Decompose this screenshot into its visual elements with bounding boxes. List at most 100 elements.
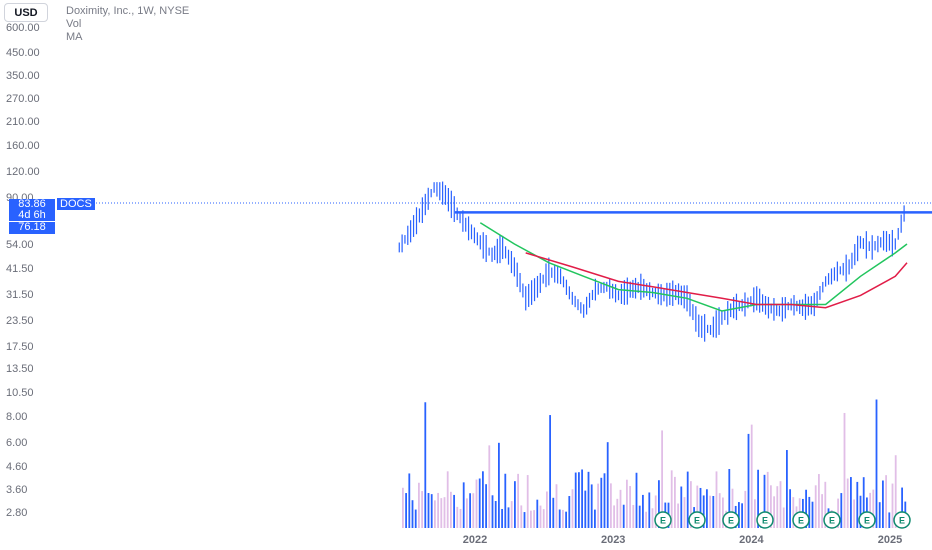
volume-bar	[859, 495, 862, 528]
volume-bar	[805, 489, 807, 528]
volume-bar	[875, 399, 878, 528]
volume-bar	[574, 472, 577, 528]
volume-bar	[485, 484, 487, 528]
x-tick-label: 2022	[463, 534, 487, 546]
volume-bar	[542, 509, 545, 528]
volume-bar	[514, 481, 516, 528]
volume-bar	[792, 497, 795, 528]
volume-bar	[510, 501, 513, 528]
currency-button[interactable]: USD	[4, 3, 48, 22]
volume-bar	[690, 481, 692, 528]
y-tick-label: 3.60	[6, 484, 27, 496]
volume-bar	[661, 430, 663, 528]
earnings-badge-label: E	[798, 516, 804, 526]
y-tick-label: 270.00	[6, 93, 40, 105]
volume-bar	[885, 475, 887, 528]
volume-bar	[862, 477, 865, 528]
volume-bar	[475, 479, 478, 528]
volume-bar	[645, 511, 647, 528]
legend-vol[interactable]: Vol	[66, 18, 82, 30]
volume-bar	[594, 509, 596, 528]
legend-ma[interactable]: MA	[66, 31, 83, 43]
volume-bar	[789, 489, 791, 528]
volume-bar	[629, 486, 631, 528]
earnings-badge-label: E	[660, 516, 666, 526]
volume-bar	[600, 477, 603, 528]
volume-bar	[498, 442, 500, 528]
volume-bar	[757, 469, 759, 528]
volume-bar	[741, 503, 743, 528]
volume-bar	[450, 491, 452, 528]
volume-bar	[616, 498, 619, 528]
volume-bar	[520, 505, 523, 528]
y-tick-label: 23.50	[6, 315, 34, 327]
volume-bar	[626, 479, 628, 528]
y-tick-label: 350.00	[6, 70, 40, 82]
volume-bar	[443, 497, 446, 528]
volume-bar	[597, 483, 599, 528]
volume-bar	[837, 498, 839, 528]
volume-bar	[728, 469, 731, 528]
volume-bar	[440, 498, 443, 528]
volume-bar	[821, 494, 823, 528]
volume-bar	[523, 512, 526, 528]
countdown-tag: 4d 6h	[9, 210, 55, 221]
chart-legend: Doximity, Inc., 1W, NYSE Vol MA	[66, 5, 189, 44]
volume-bar	[478, 478, 481, 528]
volume-bar	[709, 495, 711, 528]
volume-bar	[488, 445, 491, 528]
volume-bar	[469, 493, 471, 528]
volume-bar	[722, 497, 724, 528]
volume-bar	[530, 510, 532, 528]
volume-bar	[434, 500, 436, 528]
volume-bar	[843, 412, 846, 528]
volume-bar	[699, 487, 702, 528]
legend-title: Doximity, Inc., 1W, NYSE	[66, 5, 190, 17]
volume-bar	[430, 494, 433, 528]
y-tick-label: 160.00	[6, 140, 40, 152]
volume-bar	[603, 473, 606, 528]
volume-bar	[619, 489, 622, 528]
volume-bar	[526, 475, 529, 528]
y-tick-label: 17.50	[6, 341, 34, 353]
volume-bar	[824, 481, 827, 528]
volume-bar	[456, 506, 459, 528]
volume-bar	[770, 485, 772, 528]
volume-bar	[446, 471, 449, 528]
volume-bar	[565, 511, 567, 528]
volume-bar	[738, 502, 740, 528]
earnings-badge-label: E	[728, 516, 734, 526]
volume-bar	[670, 470, 673, 528]
ma-line-slow	[525, 252, 908, 309]
volume-bar	[408, 473, 411, 528]
earnings-badge	[654, 511, 672, 529]
volume-bar	[882, 480, 884, 528]
volume-bar	[427, 493, 430, 528]
volume-bar	[763, 474, 766, 528]
volume-bar	[635, 472, 638, 528]
volume-bar	[539, 505, 542, 528]
earnings-badge-label: E	[864, 516, 870, 526]
y-tick-label: 4.60	[6, 461, 27, 473]
volume-bar	[850, 477, 852, 528]
volume-bar	[786, 450, 788, 528]
y-tick-label: 31.50	[6, 289, 34, 301]
volume-bar	[536, 499, 539, 528]
volume-bar	[504, 473, 507, 528]
volume-bar	[776, 486, 779, 528]
x-tick-label: 2024	[739, 534, 764, 546]
y-tick-label: 2.80	[6, 507, 27, 519]
volume-bar	[610, 483, 612, 528]
volume-bar	[846, 478, 849, 528]
earnings-badge	[823, 511, 841, 529]
volume-bar	[472, 493, 475, 528]
volume-bar	[891, 483, 894, 528]
volume-bar	[606, 442, 609, 528]
volume-bar	[411, 500, 414, 528]
volume-bar	[872, 489, 875, 528]
earnings-badge	[792, 511, 810, 529]
y-tick-label: 13.50	[6, 363, 34, 375]
volume-bar	[715, 471, 718, 528]
y-tick-label: 54.00	[6, 239, 34, 251]
